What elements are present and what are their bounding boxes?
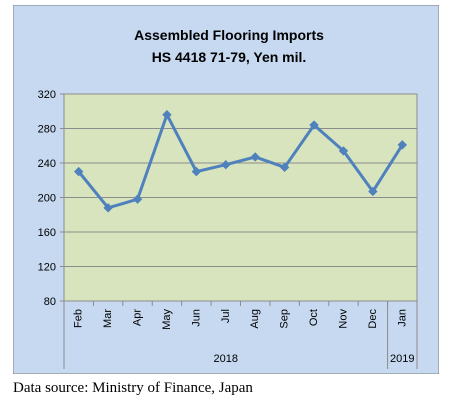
x-tick-label: Aug [249, 309, 261, 329]
chart-subtitle: HS 4418 71-79, Yen mil. [152, 49, 307, 65]
y-tick-label: 80 [44, 296, 56, 308]
chart-title: Assembled Flooring Imports [134, 27, 324, 43]
y-tick-label: 240 [38, 158, 56, 170]
data-point [191, 166, 202, 177]
data-point [397, 140, 407, 150]
y-tick-label: 280 [38, 124, 56, 136]
data-point [279, 162, 290, 173]
y-tick-label: 320 [38, 89, 56, 101]
series-line [77, 113, 404, 210]
y-tick-label: 160 [38, 227, 56, 239]
x-tick-label: Nov [337, 309, 349, 329]
x-tick-label: Feb [73, 309, 85, 328]
data-point [221, 160, 231, 170]
data-point [250, 152, 260, 162]
year-group-label: 2018 [214, 353, 238, 365]
data-point [368, 186, 378, 197]
x-tick-label: Jun [190, 309, 202, 327]
x-tick-label: Mar [102, 309, 114, 328]
data-point [162, 109, 172, 120]
data-source-note: Data source: Ministry of Finance, Japan [13, 380, 253, 396]
x-tick-label: Jan [396, 309, 408, 327]
chart: Assembled Flooring Imports HS 4418 71-79… [13, 5, 439, 374]
x-tick-label: Sep [279, 309, 291, 329]
x-tick-label: Oct [308, 309, 320, 326]
data-point [338, 146, 349, 156]
x-tick-label: Jul [220, 309, 232, 323]
y-tick-label: 200 [38, 193, 56, 205]
x-tick-label: May [161, 309, 173, 330]
x-tick-label: Apr [132, 309, 144, 326]
x-tick-label: Dec [367, 309, 379, 329]
year-group-label: 2019 [390, 353, 414, 365]
data-point [103, 203, 113, 213]
chart-frame: Assembled Flooring Imports HS 4418 71-79… [13, 5, 439, 374]
data-point [132, 194, 143, 204]
data-point [74, 166, 84, 177]
data-point [309, 120, 319, 130]
y-tick-label: 120 [38, 262, 56, 274]
